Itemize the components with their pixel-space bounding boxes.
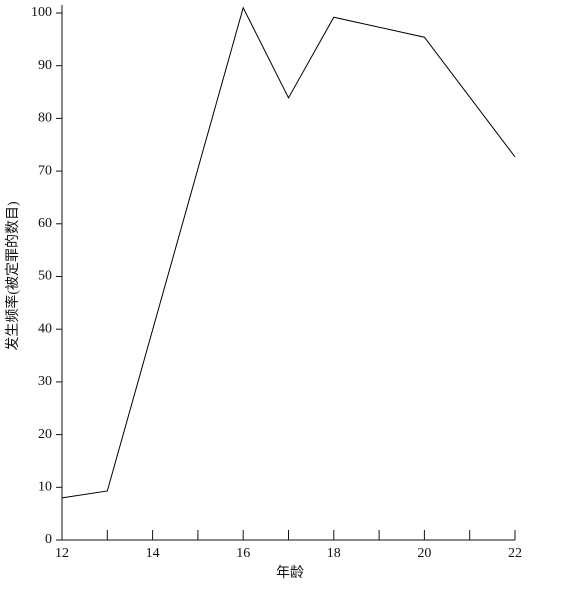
x-tick-label: 20 — [417, 546, 431, 561]
x-tick-label: 18 — [327, 546, 341, 561]
x-tick-label: 12 — [55, 546, 69, 561]
y-tick-label: 30 — [38, 374, 52, 389]
y-tick-label: 90 — [38, 58, 52, 73]
x-tick-label: 14 — [146, 546, 160, 561]
x-tick-label: 16 — [236, 546, 250, 561]
y-tick-label: 60 — [38, 216, 52, 231]
x-tick-label: 22 — [508, 546, 522, 561]
y-tick-label: 0 — [45, 532, 52, 547]
y-axis-label: 发生频率(被定罪的数目) — [4, 201, 21, 351]
y-tick-label: 70 — [38, 163, 52, 178]
y-tick-label: 80 — [38, 111, 52, 126]
y-tick-label: 50 — [38, 269, 52, 284]
y-tick-label: 40 — [38, 321, 52, 336]
y-tick-label: 20 — [38, 427, 52, 442]
x-axis-label: 年龄 — [276, 565, 304, 581]
y-tick-label: 100 — [31, 5, 52, 20]
y-tick-label: 10 — [38, 480, 52, 495]
data-line — [61, 6, 516, 499]
